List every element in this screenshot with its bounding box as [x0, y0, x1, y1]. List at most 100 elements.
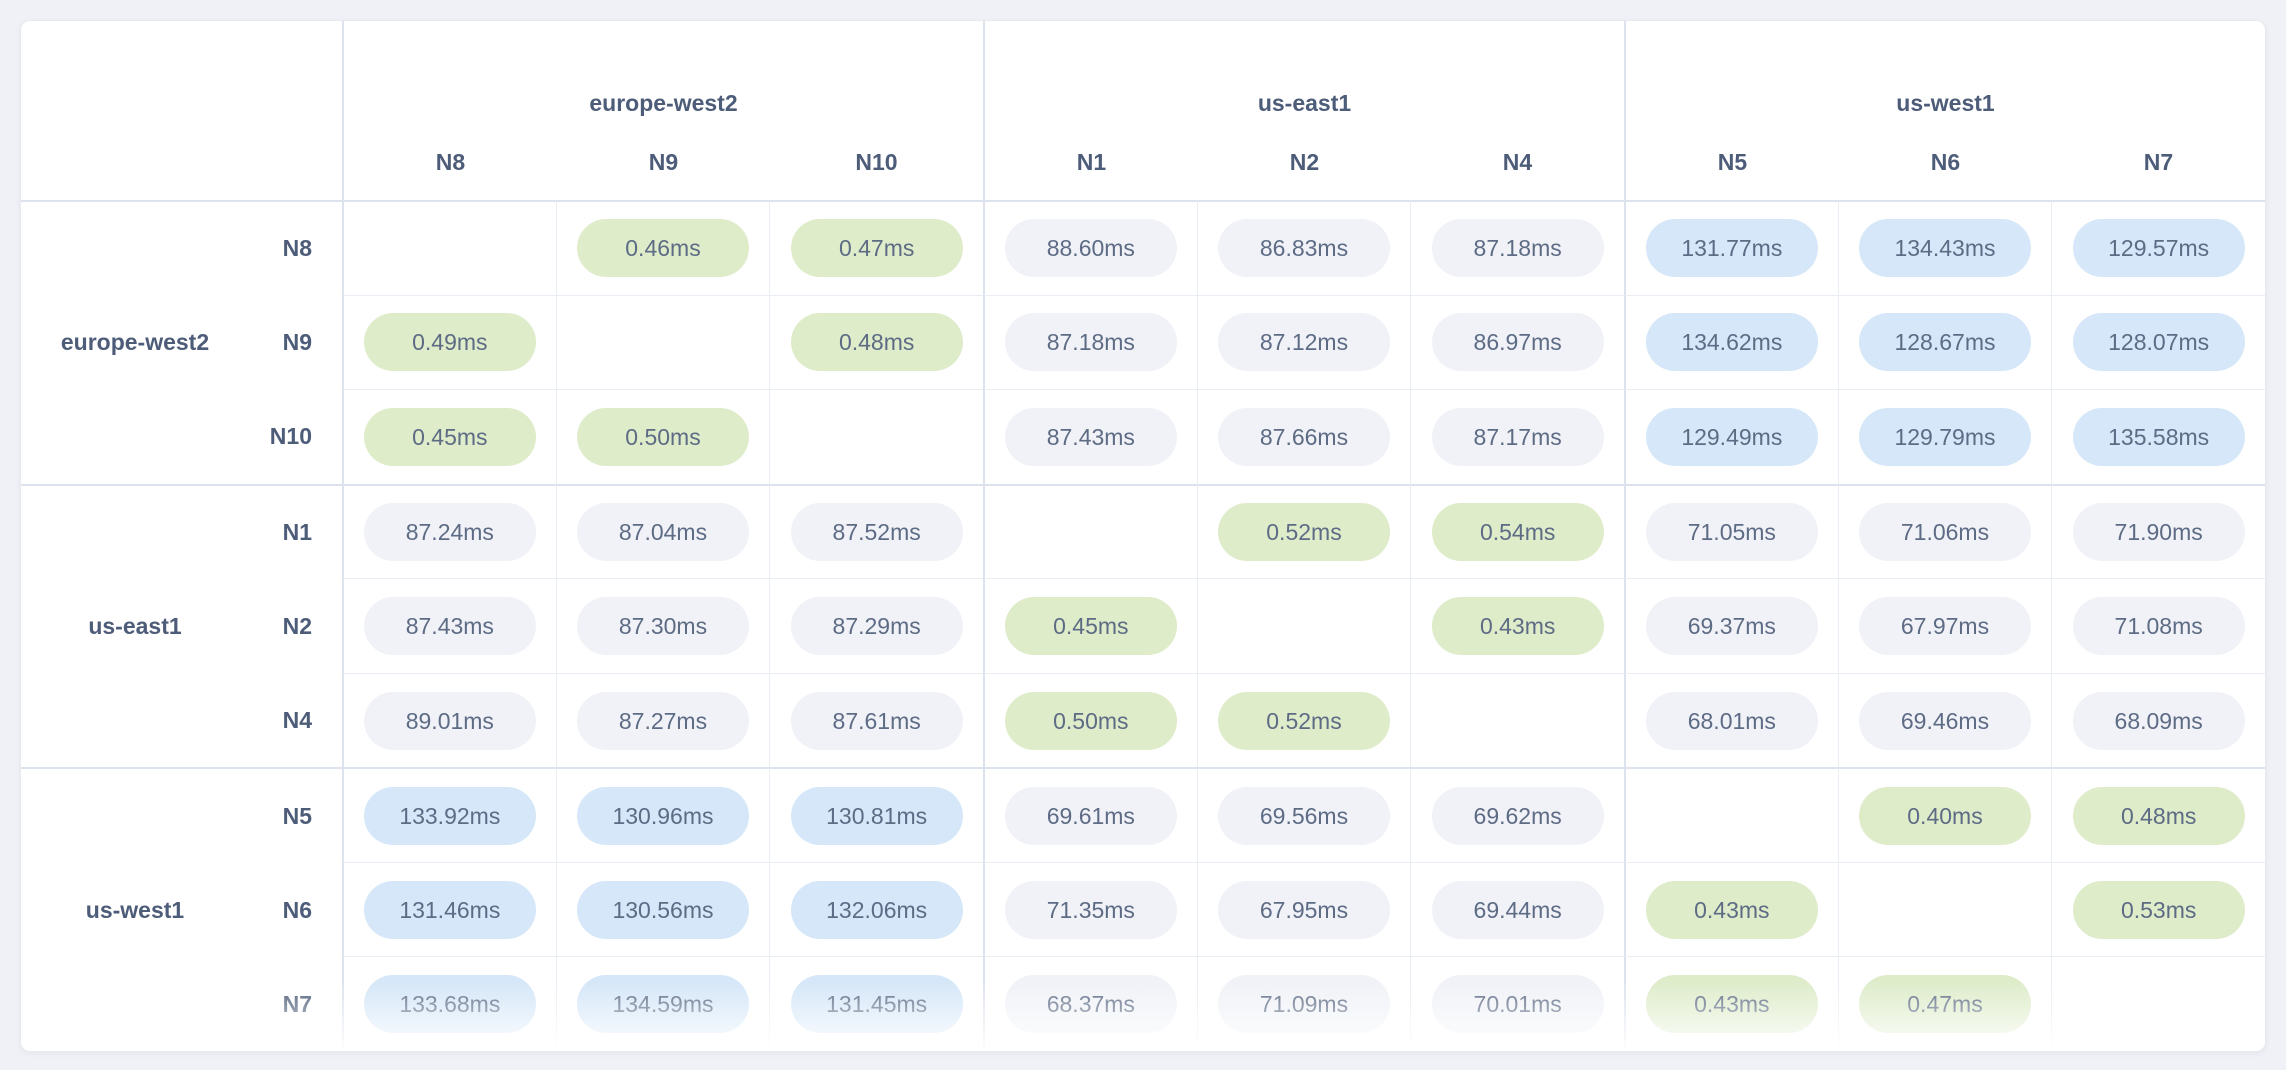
latency-pill: 133.68ms	[363, 975, 536, 1034]
latency-pill: 0.50ms	[576, 407, 749, 466]
row-group-region-label: us-west1	[85, 896, 185, 923]
latency-pill: 68.09ms	[2072, 691, 2245, 750]
row-node-headers: N8 N9 N10	[21, 202, 342, 484]
latency-pill: 87.24ms	[363, 502, 536, 561]
node-row-header: N8	[282, 235, 312, 262]
corner-cell	[21, 21, 342, 200]
latency-pill: 133.92ms	[363, 786, 536, 845]
latency-pill: 0.48ms	[2072, 786, 2245, 845]
column-group-header-us-west1: us-west1 N5 N6 N7	[1624, 21, 2265, 200]
latency-pill: 69.56ms	[1217, 786, 1390, 845]
latency-pill: 0.46ms	[576, 219, 749, 278]
latency-cell: 69.37ms	[1624, 578, 1838, 673]
latency-cell: 69.62ms	[1410, 767, 1624, 862]
node-column-header: N2	[1289, 149, 1320, 175]
latency-cell: 130.96ms	[555, 767, 770, 862]
latency-cell: 87.04ms	[555, 483, 770, 579]
latency-pill: 71.09ms	[1217, 975, 1390, 1034]
latency-cell: 0.49ms	[342, 294, 556, 390]
latency-pill: 71.35ms	[1004, 880, 1177, 939]
latency-pill: 71.90ms	[2072, 502, 2245, 561]
latency-cell: 0.43ms	[1624, 861, 1838, 957]
latency-cell: 87.29ms	[769, 578, 983, 673]
latency-pill: 87.04ms	[576, 502, 749, 561]
latency-pill: 87.43ms	[1004, 407, 1177, 466]
latency-pill: 68.37ms	[1004, 975, 1177, 1034]
latency-cell: 71.09ms	[1196, 956, 1411, 1051]
latency-cell: 134.43ms	[1837, 200, 2052, 295]
latency-pill: 129.57ms	[2072, 219, 2245, 278]
latency-pill: 129.49ms	[1645, 407, 1818, 466]
node-column-header: N6	[1930, 149, 1961, 175]
latency-cell	[2051, 956, 2265, 1051]
latency-cell: 0.45ms	[983, 578, 1197, 673]
latency-cell: 69.56ms	[1196, 767, 1411, 862]
node-column-header: N7	[2143, 149, 2174, 175]
node-row-header: N6	[282, 896, 312, 923]
latency-cell: 87.27ms	[555, 672, 770, 768]
latency-cell: 86.97ms	[1410, 294, 1624, 390]
latency-cell: 133.92ms	[342, 767, 556, 862]
latency-cell: 70.01ms	[1410, 956, 1624, 1051]
latency-pill: 71.05ms	[1645, 502, 1818, 561]
row-group-label-us-west1: us-west1 N5 N6 N7	[21, 767, 342, 1051]
latency-cell: 89.01ms	[342, 672, 556, 768]
latency-pill: 87.43ms	[363, 596, 536, 655]
latency-cell: 0.50ms	[983, 672, 1197, 768]
latency-cell: 71.35ms	[983, 861, 1197, 957]
column-group-header-us-east1: us-east1 N1 N2 N4	[983, 21, 1624, 200]
latency-cell: 0.40ms	[1837, 767, 2052, 862]
node-row-header: N9	[282, 329, 312, 356]
latency-pill: 87.27ms	[576, 691, 749, 750]
latency-pill: 0.40ms	[1858, 786, 2031, 845]
latency-cell: 128.07ms	[2051, 294, 2265, 390]
latency-pill: 69.44ms	[1431, 880, 1604, 939]
row-group-label-europe-west2: europe-west2 N8 N9 N10	[21, 200, 342, 484]
latency-pill: 89.01ms	[363, 691, 536, 750]
latency-pill: 69.62ms	[1431, 786, 1604, 845]
latency-cell: 0.43ms	[1410, 578, 1624, 673]
latency-pill: 87.18ms	[1431, 219, 1604, 278]
latency-pill: 70.01ms	[1431, 975, 1604, 1034]
latency-cell: 87.52ms	[769, 483, 983, 579]
latency-pill: 0.47ms	[1858, 975, 2031, 1034]
latency-matrix-card: europe-west2 N8 N9 N10 us-east1 N1 N2 N4…	[20, 20, 2266, 1052]
latency-cell: 67.95ms	[1196, 861, 1411, 957]
latency-matrix-grid: europe-west2 N8 N9 N10 us-east1 N1 N2 N4…	[21, 21, 2265, 1051]
latency-pill: 69.61ms	[1004, 786, 1177, 845]
node-column-header: N1	[1076, 149, 1107, 175]
latency-cell: 86.83ms	[1196, 200, 1411, 295]
latency-pill: 87.29ms	[790, 596, 963, 655]
latency-pill: 86.83ms	[1217, 219, 1390, 278]
latency-cell: 87.18ms	[983, 294, 1197, 390]
latency-cell: 133.68ms	[342, 956, 556, 1051]
row-node-headers: N5 N6 N7	[21, 769, 342, 1051]
latency-pill: 131.45ms	[790, 975, 963, 1034]
latency-pill: 69.37ms	[1645, 596, 1818, 655]
latency-pill: 128.07ms	[2072, 313, 2245, 372]
latency-cell: 0.54ms	[1410, 483, 1624, 579]
column-node-headers: N8 N9 N10	[344, 149, 983, 176]
latency-pill: 87.66ms	[1217, 407, 1390, 466]
node-column-header: N5	[1717, 149, 1748, 175]
latency-cell: 71.90ms	[2051, 483, 2265, 579]
latency-pill: 87.52ms	[790, 502, 963, 561]
latency-cell	[1837, 861, 2052, 957]
latency-cell	[1196, 578, 1411, 673]
latency-pill: 0.45ms	[1004, 596, 1177, 655]
latency-pill: 131.77ms	[1645, 219, 1818, 278]
latency-pill: 0.43ms	[1431, 596, 1604, 655]
latency-pill: 71.06ms	[1858, 502, 2031, 561]
latency-pill: 0.43ms	[1645, 975, 1818, 1034]
latency-cell: 131.46ms	[342, 861, 556, 957]
node-column-header: N8	[435, 149, 466, 175]
latency-pill: 87.61ms	[790, 691, 963, 750]
latency-pill: 0.43ms	[1645, 880, 1818, 939]
latency-cell: 87.17ms	[1410, 389, 1624, 484]
latency-pill: 0.52ms	[1217, 691, 1390, 750]
latency-pill: 0.47ms	[790, 219, 963, 278]
node-row-header: N4	[282, 706, 312, 733]
latency-pill: 71.08ms	[2072, 596, 2245, 655]
latency-pill: 130.81ms	[790, 786, 963, 845]
latency-pill: 87.30ms	[576, 596, 749, 655]
